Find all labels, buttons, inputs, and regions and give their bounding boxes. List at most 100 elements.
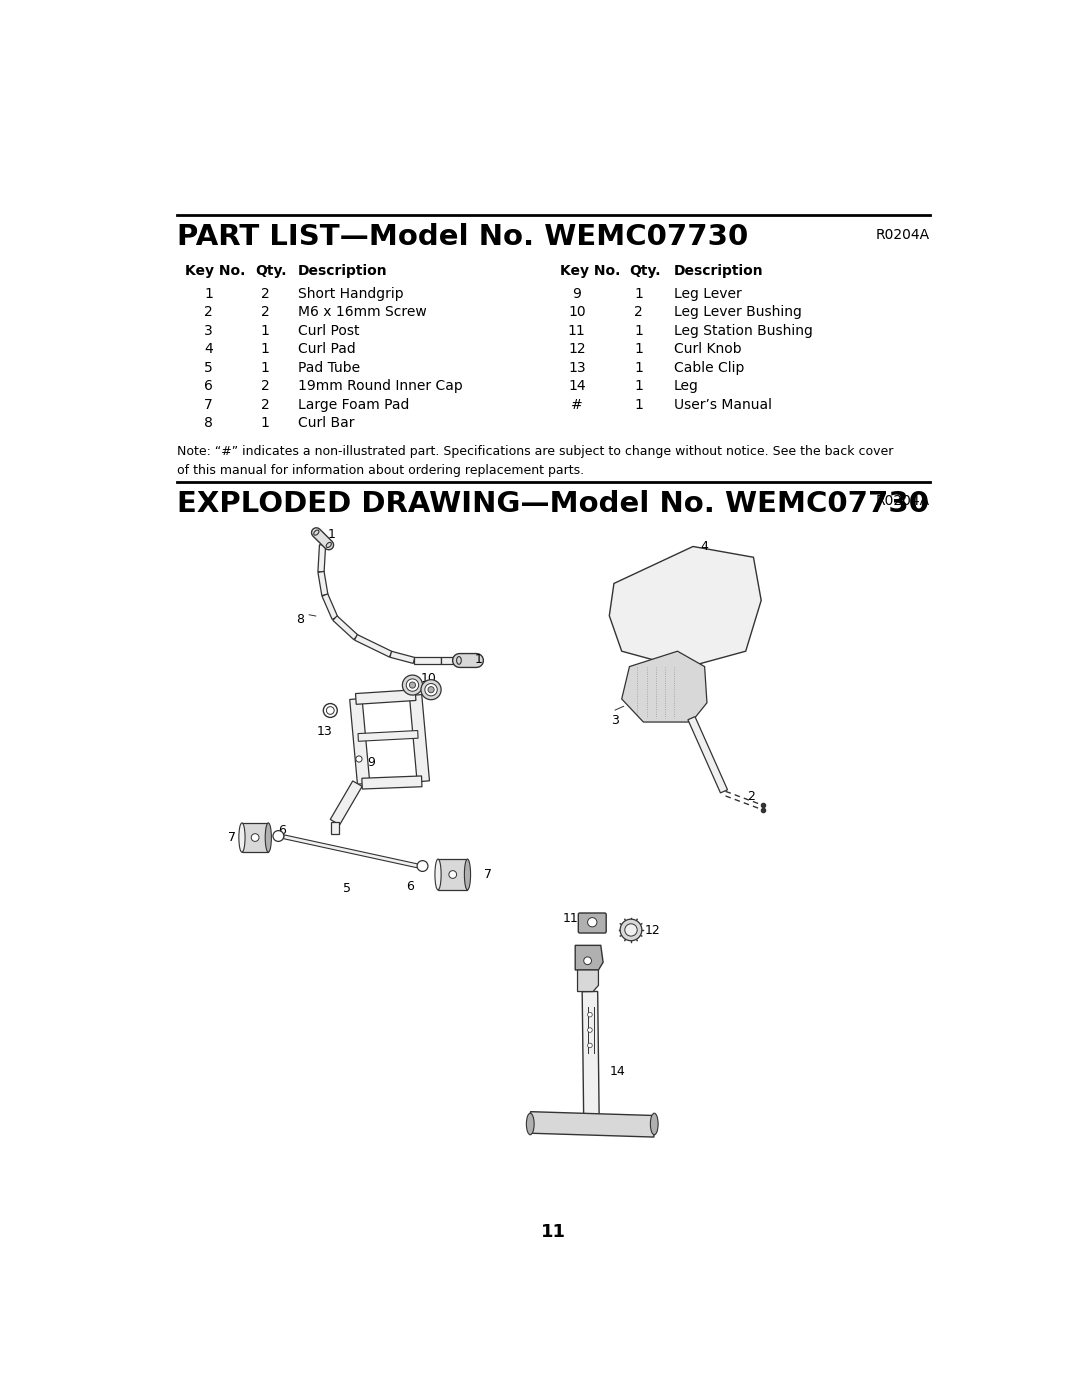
Circle shape bbox=[273, 831, 284, 841]
Polygon shape bbox=[622, 651, 707, 722]
Ellipse shape bbox=[650, 1113, 658, 1134]
Text: 2: 2 bbox=[261, 380, 270, 394]
Circle shape bbox=[406, 679, 419, 692]
Polygon shape bbox=[609, 546, 761, 668]
Circle shape bbox=[323, 704, 337, 718]
Text: 12: 12 bbox=[644, 923, 660, 937]
Polygon shape bbox=[582, 992, 599, 1123]
Text: 13: 13 bbox=[568, 360, 585, 374]
Circle shape bbox=[409, 682, 416, 689]
Circle shape bbox=[421, 680, 441, 700]
Circle shape bbox=[449, 870, 457, 879]
Polygon shape bbox=[350, 698, 369, 784]
Text: Curl Pad: Curl Pad bbox=[298, 342, 355, 356]
Polygon shape bbox=[362, 775, 422, 789]
Text: Qty.: Qty. bbox=[255, 264, 286, 278]
Text: 4: 4 bbox=[701, 541, 708, 553]
Text: 1: 1 bbox=[634, 360, 644, 374]
Text: 5: 5 bbox=[342, 882, 351, 895]
Text: 9: 9 bbox=[367, 756, 376, 768]
Ellipse shape bbox=[314, 529, 319, 535]
Text: 2: 2 bbox=[634, 306, 643, 320]
Text: 1: 1 bbox=[634, 324, 644, 338]
Circle shape bbox=[417, 861, 428, 872]
Circle shape bbox=[588, 1013, 592, 1017]
Polygon shape bbox=[578, 970, 598, 992]
Text: 6: 6 bbox=[279, 824, 286, 837]
Ellipse shape bbox=[526, 1113, 535, 1134]
Circle shape bbox=[424, 683, 437, 696]
Text: 10: 10 bbox=[420, 672, 436, 685]
Text: Key No.: Key No. bbox=[185, 264, 245, 278]
Text: User’s Manual: User’s Manual bbox=[674, 398, 771, 412]
Ellipse shape bbox=[326, 542, 332, 548]
Text: Qty.: Qty. bbox=[630, 264, 661, 278]
Circle shape bbox=[326, 707, 334, 714]
Polygon shape bbox=[357, 731, 418, 742]
Text: 3: 3 bbox=[204, 324, 213, 338]
Text: 1: 1 bbox=[327, 528, 335, 541]
Circle shape bbox=[583, 957, 592, 964]
Polygon shape bbox=[354, 634, 392, 657]
Text: Key No.: Key No. bbox=[559, 264, 620, 278]
Text: 1: 1 bbox=[260, 360, 270, 374]
Text: 7: 7 bbox=[204, 398, 213, 412]
Text: 11: 11 bbox=[541, 1222, 566, 1241]
Text: 10: 10 bbox=[568, 306, 585, 320]
Circle shape bbox=[588, 1028, 592, 1032]
Text: Leg Lever: Leg Lever bbox=[674, 286, 741, 300]
Text: Large Foam Pad: Large Foam Pad bbox=[298, 398, 409, 412]
Circle shape bbox=[403, 675, 422, 696]
Text: 14: 14 bbox=[568, 380, 585, 394]
Text: 7: 7 bbox=[228, 831, 237, 844]
Circle shape bbox=[252, 834, 259, 841]
Text: Description: Description bbox=[674, 264, 764, 278]
Text: PART LIST—Model No. WEMC07730: PART LIST—Model No. WEMC07730 bbox=[177, 224, 748, 251]
Text: 19mm Round Inner Cap: 19mm Round Inner Cap bbox=[298, 380, 462, 394]
Text: Description: Description bbox=[298, 264, 388, 278]
Text: 14: 14 bbox=[610, 1065, 625, 1077]
Circle shape bbox=[588, 1044, 592, 1048]
Polygon shape bbox=[332, 823, 339, 834]
Text: #: # bbox=[571, 398, 582, 412]
Ellipse shape bbox=[435, 859, 441, 890]
Polygon shape bbox=[318, 545, 326, 571]
Text: 11: 11 bbox=[563, 912, 578, 925]
Polygon shape bbox=[530, 1112, 654, 1137]
Text: 1: 1 bbox=[634, 398, 644, 412]
Ellipse shape bbox=[457, 657, 461, 665]
Polygon shape bbox=[330, 781, 362, 824]
Text: Leg Station Bushing: Leg Station Bushing bbox=[674, 324, 812, 338]
Text: 1: 1 bbox=[260, 416, 270, 430]
Polygon shape bbox=[322, 594, 338, 619]
Text: 8: 8 bbox=[204, 416, 213, 430]
Text: 6: 6 bbox=[406, 880, 414, 893]
Polygon shape bbox=[390, 651, 415, 664]
Text: 11: 11 bbox=[568, 324, 585, 338]
Text: Curl Bar: Curl Bar bbox=[298, 416, 354, 430]
Text: 1: 1 bbox=[204, 286, 213, 300]
Polygon shape bbox=[688, 717, 728, 793]
Polygon shape bbox=[438, 859, 468, 890]
Text: Cable Clip: Cable Clip bbox=[674, 360, 744, 374]
Ellipse shape bbox=[239, 823, 245, 852]
FancyBboxPatch shape bbox=[578, 914, 606, 933]
Text: R0204A: R0204A bbox=[876, 495, 930, 509]
Text: R0204A: R0204A bbox=[876, 228, 930, 242]
Text: 2: 2 bbox=[747, 789, 755, 803]
Text: 4: 4 bbox=[204, 342, 213, 356]
Text: Curl Knob: Curl Knob bbox=[674, 342, 741, 356]
Circle shape bbox=[588, 918, 597, 926]
Polygon shape bbox=[409, 694, 430, 782]
Ellipse shape bbox=[464, 859, 471, 890]
Ellipse shape bbox=[266, 823, 271, 852]
Text: 2: 2 bbox=[261, 306, 270, 320]
Circle shape bbox=[356, 756, 362, 763]
Text: 7: 7 bbox=[484, 869, 491, 882]
Text: 9: 9 bbox=[572, 286, 581, 300]
Text: Curl Post: Curl Post bbox=[298, 324, 360, 338]
Text: Note: “#” indicates a non-illustrated part. Specifications are subject to change: Note: “#” indicates a non-illustrated pa… bbox=[177, 444, 893, 476]
Polygon shape bbox=[318, 571, 328, 595]
Text: Leg Lever Bushing: Leg Lever Bushing bbox=[674, 306, 801, 320]
Text: 2: 2 bbox=[204, 306, 213, 320]
